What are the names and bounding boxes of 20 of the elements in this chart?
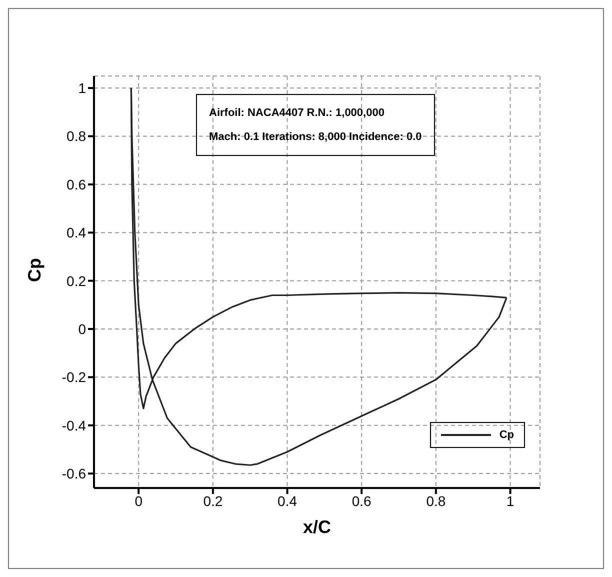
y-tick-label: 0 bbox=[78, 320, 86, 337]
x-tick-label: 1 bbox=[506, 492, 514, 509]
y-tick-label: -0.2 bbox=[62, 369, 86, 386]
y-axis-title: Cp bbox=[24, 258, 44, 282]
x-tick-label: 0.6 bbox=[352, 492, 372, 509]
legend-label: Cp bbox=[499, 429, 514, 441]
y-tick-label: 0.8 bbox=[66, 128, 86, 144]
annotation: Mach: 0.1 Iterations: 8,000 Incidence: 0.0 bbox=[209, 130, 422, 145]
y-tick-label: 1 bbox=[78, 80, 86, 96]
x-tick-label: 0.2 bbox=[203, 492, 223, 509]
y-tick-label: -0.4 bbox=[62, 417, 86, 434]
y-tick-label: 0.4 bbox=[66, 224, 86, 241]
x-axis-title: x/C bbox=[302, 517, 332, 537]
x-tick-label: 0 bbox=[134, 492, 143, 509]
y-tick-label: 0.6 bbox=[66, 176, 86, 192]
y-tick-label: 0.2 bbox=[66, 272, 86, 289]
x-tick-label: 0.8 bbox=[426, 492, 446, 509]
annotation: Airfoil: NACA4407 R.N.: 1,000,000 bbox=[209, 106, 386, 121]
y-tick-label: -0.6 bbox=[62, 466, 86, 482]
x-tick-label: 0.4 bbox=[278, 492, 298, 509]
